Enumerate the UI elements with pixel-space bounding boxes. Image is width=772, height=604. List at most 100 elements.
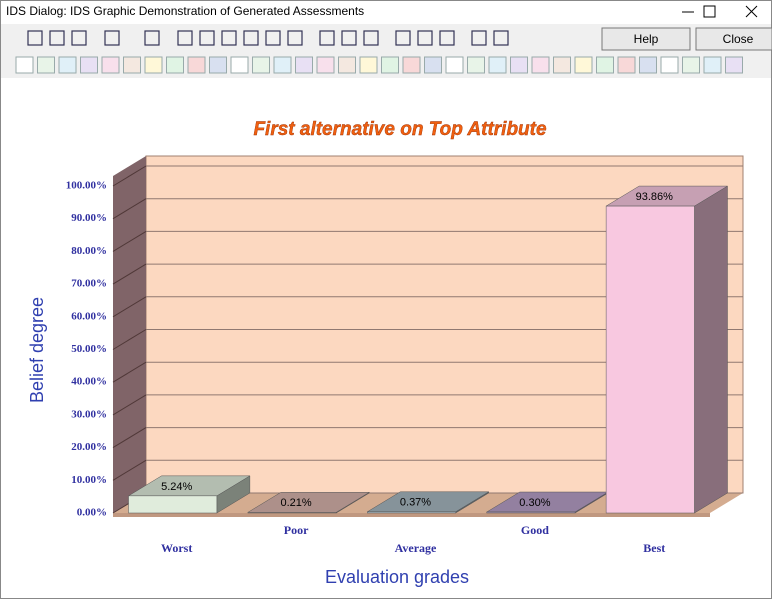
palette-swatch: [144, 56, 163, 74]
y-tick-label: 50.00%: [71, 343, 107, 355]
palette-swatch: [101, 56, 120, 74]
palette-swatch: [402, 56, 421, 74]
value-label: 5.24%: [161, 481, 192, 493]
grid-line-side: [112, 329, 147, 350]
tool-icon: [71, 30, 87, 46]
palette-swatch: [209, 56, 227, 74]
grid-line-side: [112, 165, 147, 187]
bar: [128, 495, 218, 514]
palette-swatch: [725, 56, 743, 74]
palette-swatch: [531, 56, 550, 74]
tool-icon: [177, 30, 193, 46]
y-tick-label: 30.00%: [71, 408, 107, 420]
close-button[interactable]: [695, 27, 772, 51]
palette-swatch: [58, 56, 77, 74]
grid-line-side: [112, 296, 147, 318]
x-tick-label: Poor: [284, 523, 309, 537]
y-tick-label: 80.00%: [71, 245, 107, 257]
y-tick-label: 70.00%: [71, 278, 107, 290]
tool-icon: [27, 30, 43, 46]
palette-swatch: [273, 56, 292, 74]
palette-swatch: [230, 56, 249, 74]
x-tick-label: Best: [643, 541, 665, 555]
tool-icon: [439, 30, 455, 46]
tool-icon: [363, 30, 379, 46]
palette-swatch: [316, 56, 335, 74]
tool-icon: [104, 30, 120, 46]
tool-icon: [471, 30, 487, 46]
y-tick-label: 40.00%: [71, 376, 107, 388]
window-title: IDS Dialog: IDS Graphic Demonstration of…: [6, 4, 364, 18]
grid-line-side: [112, 394, 147, 416]
x-axis-label: Evaluation grades: [325, 567, 469, 587]
chart: First alternative on Top Attribute Belie…: [27, 119, 744, 587]
help-label[interactable]: Help: [634, 32, 659, 46]
x-tick-label: Average: [395, 541, 437, 555]
palette-swatch: [252, 56, 270, 74]
palette-swatch: [703, 56, 722, 74]
tool-icon: [395, 30, 411, 46]
y-tick-label: 10.00%: [71, 474, 107, 486]
palette-swatch: [467, 56, 485, 74]
tool-icon: [49, 30, 65, 46]
grid-line-side: [112, 427, 147, 449]
tool-icon: [265, 30, 281, 46]
color-palette: [15, 56, 743, 74]
value-label: 93.86%: [636, 191, 674, 203]
bar: [247, 512, 337, 514]
tool-icon: [199, 30, 215, 46]
grid-line-side: [112, 361, 147, 383]
bar-side: [694, 185, 728, 514]
palette-swatch: [510, 56, 528, 74]
tool-icon: [287, 30, 303, 46]
left-wall: [113, 156, 146, 513]
palette-swatch: [617, 56, 636, 74]
close-x-button[interactable]: [745, 5, 758, 18]
palette-swatch: [80, 56, 98, 74]
tool-icon: [417, 30, 433, 46]
palette-swatch: [445, 56, 464, 74]
palette-swatch: [553, 56, 571, 74]
palette-swatch: [574, 56, 593, 74]
palette-swatch: [166, 56, 184, 74]
bar: [605, 205, 695, 514]
maximize-button[interactable]: [703, 5, 716, 18]
palette-swatch: [123, 56, 141, 74]
y-tick-label: 0.00%: [77, 507, 107, 519]
grid-line-side: [112, 459, 147, 481]
y-tick-label: 100.00%: [66, 180, 107, 192]
palette-swatch: [338, 56, 356, 74]
toolbar-icons: [27, 30, 509, 46]
x-tick-label: Worst: [161, 541, 192, 555]
chart-title: First alternative on Top Attribute: [253, 119, 547, 140]
tool-icon: [243, 30, 259, 46]
grid-line-side: [112, 198, 147, 220]
palette-swatch: [596, 56, 614, 74]
y-axis-label: Belief degree: [27, 297, 47, 403]
y-tick-label: 90.00%: [71, 212, 107, 224]
grid-line-side: [112, 263, 147, 285]
bar: [367, 511, 456, 514]
tool-icon: [221, 30, 237, 46]
tool-icon: [144, 30, 160, 46]
value-label: 0.37%: [400, 497, 431, 509]
y-tick-label: 20.00%: [71, 441, 107, 453]
help-button[interactable]: [601, 27, 691, 51]
grid-line-side: [112, 230, 147, 252]
palette-swatch: [639, 56, 657, 74]
tool-icon: [341, 30, 357, 46]
tool-icon: [319, 30, 335, 46]
value-label: 0.30%: [519, 497, 550, 509]
palette-swatch: [381, 56, 399, 74]
palette-swatch: [37, 56, 55, 74]
palette-swatch: [424, 56, 442, 74]
floor-front: [113, 513, 710, 517]
close-label[interactable]: Close: [723, 32, 754, 46]
y-tick-label: 60.00%: [71, 310, 107, 322]
palette-swatch: [187, 56, 206, 74]
value-label: 0.21%: [280, 497, 311, 509]
palette-swatch: [295, 56, 313, 74]
tool-icon: [493, 30, 509, 46]
palette-swatch: [682, 56, 700, 74]
